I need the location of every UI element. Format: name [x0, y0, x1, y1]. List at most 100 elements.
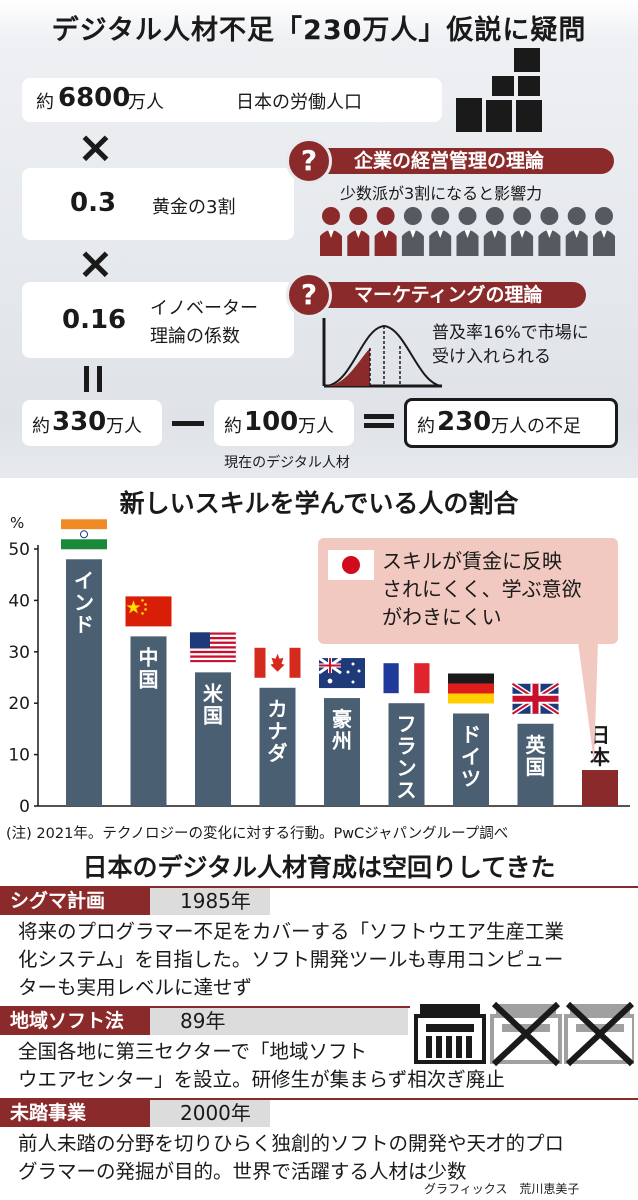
bar: [66, 559, 102, 806]
callout-pointer: [578, 642, 598, 762]
prefix-text: 約: [36, 92, 54, 113]
question-icon: ?: [286, 272, 332, 318]
bar-uk: 英国: [511, 681, 560, 806]
person-icon: [511, 207, 534, 256]
people-crowd-icon: [320, 207, 615, 256]
item3-line1: 前人未踏の分野を切りひらく独創的ソフトの開発や天才的プロ: [18, 1132, 565, 1155]
bar-label-char: ラ: [397, 734, 417, 758]
closed-building-icon: [564, 1001, 634, 1067]
item2-year: 89年: [150, 1008, 408, 1035]
bar-label-char: ド: [74, 612, 94, 636]
china-flag: [125, 596, 172, 627]
need-total-number: 330: [52, 407, 107, 437]
bell-curve-icon: [322, 318, 443, 388]
callout-line1: スキルが賃金に反映: [382, 549, 562, 573]
bar-label-char: 英: [526, 733, 547, 757]
equals-sign: [364, 414, 394, 419]
bar-label-char: 国: [203, 703, 223, 727]
bar-label-char: ツ: [461, 766, 481, 790]
shortage-number: 230: [437, 407, 492, 437]
current-digital-caption: 現在のデジタル人材: [224, 455, 350, 471]
item2-label: 地域ソフト法: [0, 1008, 150, 1035]
workforce-box: 約 6800 万人 日本の労働人口: [22, 78, 442, 122]
divider: [0, 1098, 638, 1100]
bar: [324, 698, 360, 806]
bar-label-char: 国: [526, 755, 546, 779]
times-sign-1: ×: [77, 122, 114, 173]
equals-vertical-icon: [84, 366, 102, 392]
innovator-coefficient-box: 0.16 イノベーター 理論の係数: [22, 282, 294, 358]
y-tick-label: 30: [8, 643, 30, 663]
minus-sign: [172, 421, 204, 426]
unit-text: 万人: [298, 416, 334, 437]
item2-line2: ウエアセンター」を設立。研修生が集まらず相次ぎ廃止: [18, 1068, 505, 1091]
need-total-box: 約 330 万人: [22, 400, 162, 446]
japan-callout: スキルが賃金に反映 されにくく、学ぶ意欲 がわきにくい: [318, 538, 618, 644]
innovator-label-line1: イノベーター: [150, 298, 258, 319]
callout-line2: されにくく、学ぶ意欲: [382, 577, 582, 601]
person-icon: [565, 207, 588, 256]
y-tick-label: 10: [8, 746, 30, 766]
bar-label-char: 国: [139, 667, 159, 691]
bar-label-char: ナ: [268, 719, 288, 743]
person-icon: [483, 207, 506, 256]
times-sign-2: ×: [77, 238, 114, 289]
item1-label: シグマ計画: [0, 888, 150, 915]
y-axis-unit: %: [10, 514, 24, 532]
closed-building-icon: [490, 1001, 562, 1067]
bar-usa: 米国: [189, 632, 237, 806]
bar: [130, 636, 167, 806]
bar: [195, 672, 231, 806]
bar-label-char: フ: [397, 712, 417, 736]
current-digital-number: 100: [244, 407, 299, 437]
callout-line3: がわきにくい: [382, 605, 502, 629]
item1-year: 1985年: [150, 888, 270, 915]
germany-flag: [448, 673, 494, 704]
bar-japan: 日本: [582, 723, 618, 806]
usa-flag: [189, 632, 237, 663]
calculation-panel: デジタル人材不足「230万人」仮説に疑問 約 6800 万人 日本の労働人口 ×…: [0, 0, 638, 478]
item3-label: 未踏事業: [0, 1100, 150, 1127]
item3-year: 2000年: [150, 1100, 270, 1127]
item1-line2: 化システム」を目指した。ソフト開発ツールも専用コンピュー: [18, 948, 564, 971]
theory2-header: マーケティングの理論: [308, 282, 586, 308]
item2-line1: 全国各地に第三セクターで「地域ソフト: [18, 1040, 368, 1063]
bar-label-char: イ: [74, 568, 94, 592]
divider: [0, 1006, 410, 1008]
france-flag: [383, 663, 430, 694]
japan-flag: [328, 550, 374, 580]
bar-label-char: ド: [461, 722, 481, 746]
innovator-label-line2: 理論の係数: [150, 326, 240, 347]
bar: [582, 770, 618, 806]
bar-australia: 豪州: [318, 656, 365, 806]
golden-ratio-label: 黄金の3割: [152, 197, 236, 218]
question-icon: ?: [286, 138, 332, 184]
golden-ratio-box: 0.3 黄金の3割: [22, 168, 294, 240]
building-icon: [414, 1004, 486, 1064]
bar-label-char: カ: [268, 697, 288, 721]
bar-canada: カナダ: [254, 647, 301, 806]
prefix-text: 約: [224, 416, 242, 437]
bar: [259, 687, 296, 806]
history-title: 日本のデジタル人材育成は空回りしてきた: [82, 853, 556, 882]
unit-text: 万人: [106, 416, 142, 437]
bar-label-char: 豪: [332, 707, 352, 731]
australia-flag: [318, 656, 365, 689]
y-tick-label: 50: [8, 540, 30, 560]
chart-title: 新しいスキルを学んでいる人の割合: [119, 489, 519, 518]
bar-germany: ドイツ: [448, 673, 494, 806]
person-icon: [347, 207, 370, 256]
item1-line1: 将来のプログラマー不足をカバーする「ソフトウエア生産工業: [18, 920, 565, 943]
bar-label-char: ス: [397, 778, 417, 802]
y-tick-label: 40: [8, 591, 30, 611]
bar: [517, 723, 554, 806]
theory1-header: 企業の経営管理の理論: [308, 148, 614, 174]
theory1-caption: 少数派が3割になると影響力: [340, 184, 543, 203]
bar-label-char: 米: [203, 681, 224, 705]
bar-india: インド: [61, 519, 107, 806]
workforce-number: 6800: [58, 83, 131, 113]
item3-line2: グラマーの発掘が目的。世界で活躍する人材は少数: [18, 1160, 467, 1183]
bar-label-char: 本: [590, 745, 610, 769]
